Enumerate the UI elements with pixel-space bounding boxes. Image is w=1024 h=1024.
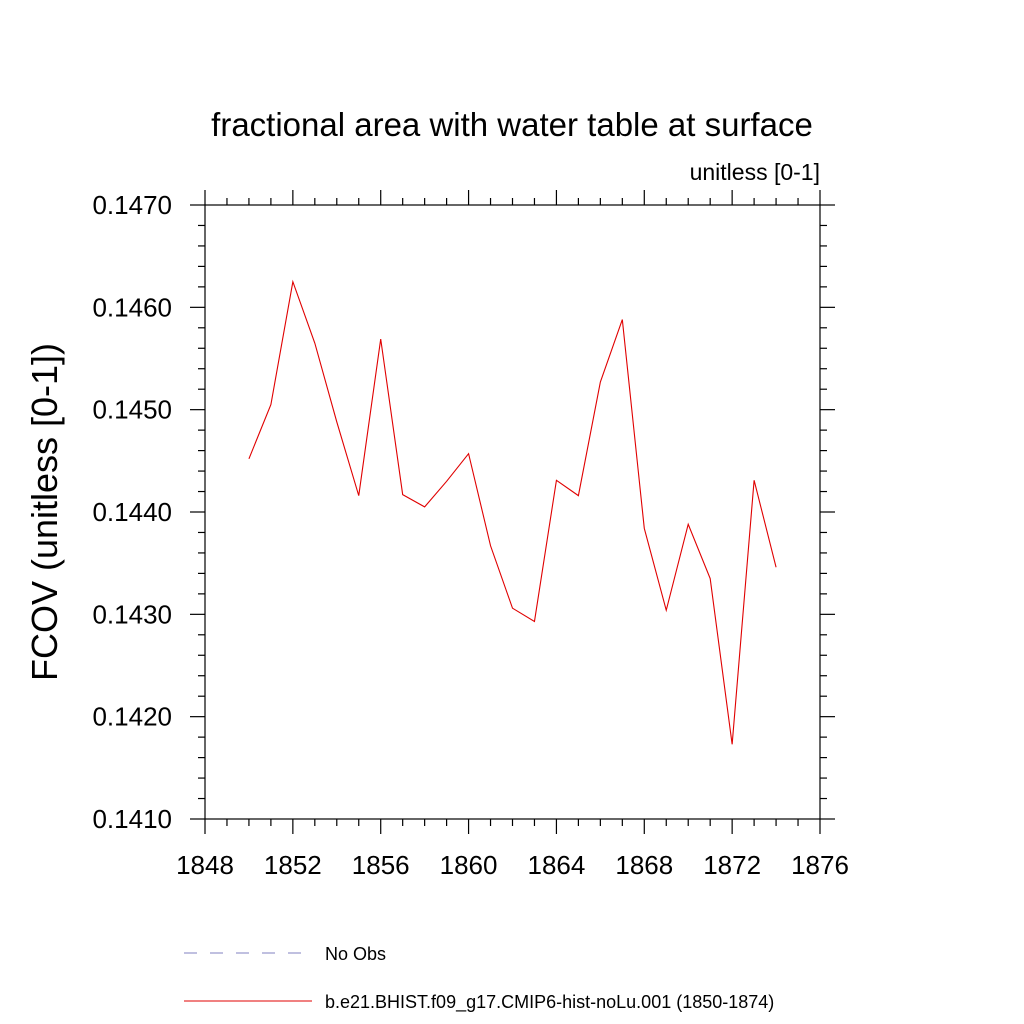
axis-ticks (190, 190, 835, 834)
x-tick-label: 1852 (264, 850, 322, 880)
y-tick-label: 0.1470 (92, 190, 172, 220)
x-tick-label: 1860 (440, 850, 498, 880)
plot-frame (204, 204, 821, 820)
x-tick-label: 1876 (791, 850, 849, 880)
x-tick-label: 1856 (352, 850, 410, 880)
series-line-1 (248, 279, 777, 745)
axis-tick-labels: 1848 1852 1856 1860 1864 1868 1872 1876 0.1410 0.… (92, 190, 848, 880)
y-tick-label: 0.1440 (92, 497, 172, 527)
legend-label-1: b.e21.BHIST.f09_g17.CMIP6-hist-noLu.001 … (325, 992, 774, 1013)
chart-subtitle: unitless [0-1] (690, 159, 820, 185)
x-tick-label: 1864 (528, 850, 586, 880)
y-tick-label: 0.1450 (92, 395, 172, 425)
y-tick-label: 0.1410 (92, 804, 172, 834)
legend-label-0: No Obs (325, 944, 386, 964)
chart-title: fractional area with water table at surf… (211, 106, 813, 143)
y-tick-label: 0.1420 (92, 702, 172, 732)
legend: No Obs b.e21.BHIST.f09_g17.CMIP6-hist-noL… (184, 944, 774, 1013)
series-lines (248, 279, 777, 745)
x-tick-label: 1848 (176, 850, 234, 880)
y-axis-label: FCOV (unitless [0-1]) (24, 343, 65, 681)
y-tick-label: 0.1460 (92, 292, 172, 322)
y-tick-label: 0.1430 (92, 599, 172, 629)
x-tick-label: 1868 (615, 850, 673, 880)
x-tick-label: 1872 (703, 850, 761, 880)
